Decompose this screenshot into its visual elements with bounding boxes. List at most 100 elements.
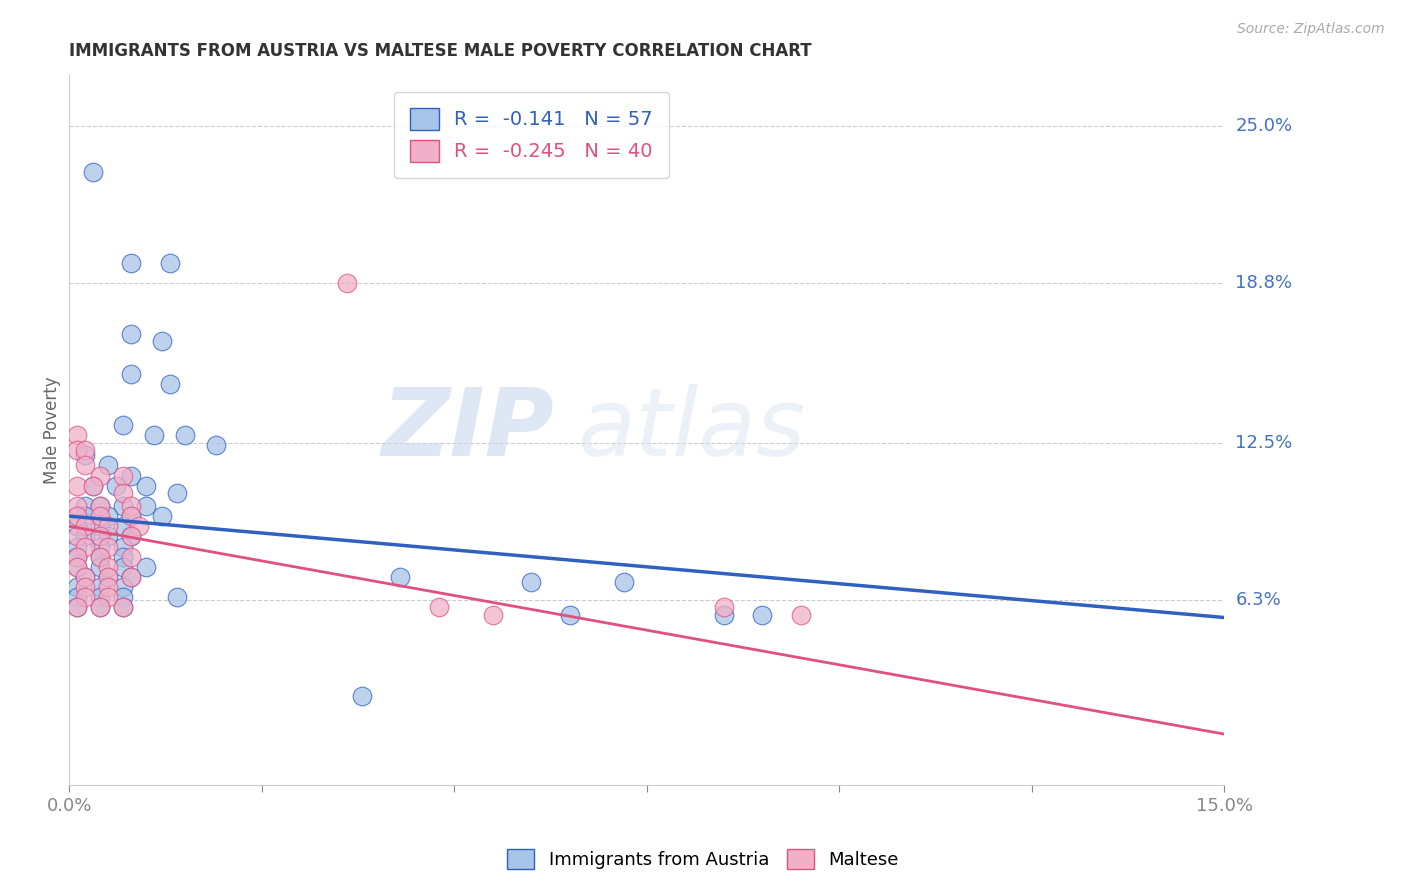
Point — [73, 509, 96, 524]
Text: 18.8%: 18.8% — [1236, 274, 1292, 292]
Point — [89, 519, 111, 533]
Point — [120, 529, 142, 543]
Point — [73, 448, 96, 462]
Point — [89, 499, 111, 513]
Point — [66, 559, 89, 574]
Point — [66, 600, 89, 615]
Point — [66, 540, 89, 554]
Point — [427, 600, 450, 615]
Point — [112, 499, 135, 513]
Legend: Immigrants from Austria, Maltese: Immigrants from Austria, Maltese — [498, 839, 908, 879]
Point — [89, 600, 111, 615]
Point — [66, 443, 89, 458]
Text: IMMIGRANTS FROM AUSTRIA VS MALTESE MALE POVERTY CORRELATION CHART: IMMIGRANTS FROM AUSTRIA VS MALTESE MALE … — [69, 42, 813, 60]
Point — [97, 540, 120, 554]
Point — [82, 479, 104, 493]
Point — [482, 607, 505, 622]
Point — [790, 607, 813, 622]
Point — [166, 591, 188, 605]
Point — [120, 468, 142, 483]
Point — [112, 549, 135, 564]
Point — [112, 591, 135, 605]
Point — [73, 570, 96, 584]
Text: Source: ZipAtlas.com: Source: ZipAtlas.com — [1237, 22, 1385, 37]
Text: atlas: atlas — [578, 384, 806, 475]
Point — [73, 591, 96, 605]
Point — [66, 479, 89, 493]
Point — [613, 574, 636, 589]
Point — [66, 559, 89, 574]
Point — [97, 591, 120, 605]
Point — [97, 519, 120, 533]
Point — [120, 509, 142, 524]
Text: ZIP: ZIP — [381, 384, 554, 476]
Point — [120, 509, 142, 524]
Point — [120, 529, 142, 543]
Point — [204, 438, 226, 452]
Point — [89, 549, 111, 564]
Point — [120, 256, 142, 270]
Point — [73, 540, 96, 554]
Point — [389, 570, 412, 584]
Text: 6.3%: 6.3% — [1236, 591, 1281, 608]
Point — [120, 499, 142, 513]
Point — [166, 486, 188, 500]
Point — [82, 164, 104, 178]
Point — [159, 377, 181, 392]
Point — [73, 570, 96, 584]
Point — [97, 570, 120, 584]
Point — [174, 428, 197, 442]
Point — [89, 549, 111, 564]
Point — [112, 417, 135, 432]
Text: 25.0%: 25.0% — [1236, 117, 1292, 135]
Point — [112, 468, 135, 483]
Point — [120, 570, 142, 584]
Point — [350, 689, 373, 703]
Point — [97, 458, 120, 473]
Point — [66, 549, 89, 564]
Point — [97, 509, 120, 524]
Point — [135, 499, 157, 513]
Point — [112, 519, 135, 533]
Point — [150, 509, 173, 524]
Point — [120, 326, 142, 341]
Point — [73, 529, 96, 543]
Point — [66, 580, 89, 594]
Point — [66, 428, 89, 442]
Point — [112, 559, 135, 574]
Point — [97, 529, 120, 543]
Point — [112, 486, 135, 500]
Point — [159, 256, 181, 270]
Legend: R =  -0.141   N = 57, R =  -0.245   N = 40: R = -0.141 N = 57, R = -0.245 N = 40 — [394, 92, 669, 178]
Point — [89, 600, 111, 615]
Point — [89, 591, 111, 605]
Point — [120, 570, 142, 584]
Point — [73, 519, 96, 533]
Point — [73, 499, 96, 513]
Point — [89, 540, 111, 554]
Point — [89, 509, 111, 524]
Point — [713, 607, 735, 622]
Point — [66, 600, 89, 615]
Point — [89, 529, 111, 543]
Point — [120, 549, 142, 564]
Point — [520, 574, 543, 589]
Point — [66, 549, 89, 564]
Point — [112, 580, 135, 594]
Point — [73, 443, 96, 458]
Y-axis label: Male Poverty: Male Poverty — [44, 376, 60, 483]
Point — [143, 428, 166, 442]
Point — [66, 509, 89, 524]
Point — [135, 479, 157, 493]
Point — [97, 580, 120, 594]
Point — [336, 276, 359, 290]
Point — [89, 559, 111, 574]
Point — [89, 580, 111, 594]
Point — [97, 559, 120, 574]
Point — [89, 499, 111, 513]
Point — [73, 458, 96, 473]
Point — [66, 519, 89, 533]
Point — [97, 570, 120, 584]
Point — [73, 580, 96, 594]
Point — [89, 468, 111, 483]
